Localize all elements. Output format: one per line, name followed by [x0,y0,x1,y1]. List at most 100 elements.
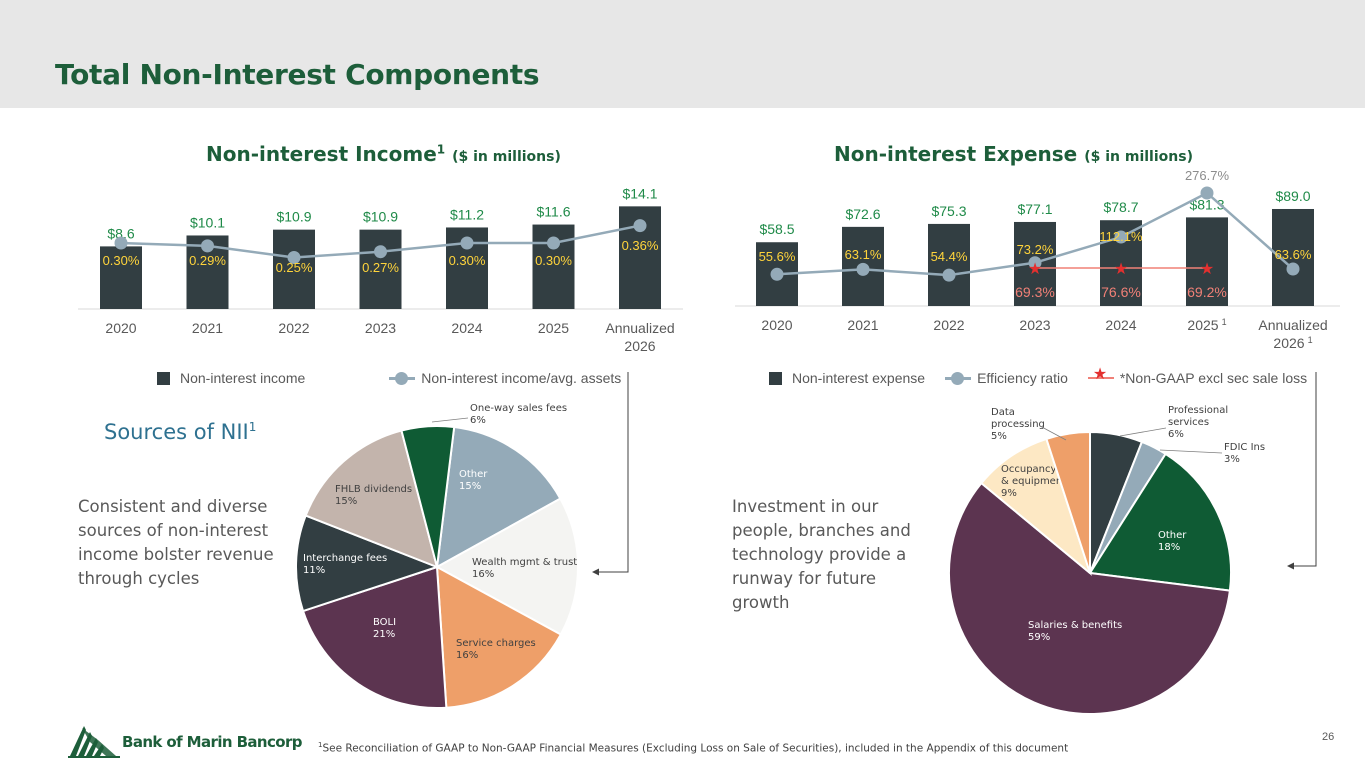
income-blurb-line: Consistent and diverse [78,497,268,516]
x-tick-label: 2022 [933,317,964,333]
bar-value-label: $14.1 [622,185,657,201]
bar-value-label: $58.5 [759,221,794,237]
pie-slice-label: BOLI 21% [373,617,396,640]
pie-label-line: Occupancy [1001,464,1057,475]
pie-slice [295,514,440,613]
x-tick-label-line: 2026 [1273,335,1304,351]
expense-blurb: Investment in our people, branches and t… [732,495,911,615]
bar-value-label: $89.0 [1275,188,1310,204]
x-tick-label: 2023 [1019,317,1050,333]
x-tick-label-line: 2023 [365,320,396,336]
x-tick-label-line: 2020 [105,320,136,336]
legend-income-line-label: Non-interest income/avg. assets [421,370,622,386]
pie-label-pct: 11% [303,565,325,576]
bar-value-label: $10.1 [190,214,225,230]
line-point [287,251,301,264]
bar-value-label: $10.9 [276,209,311,225]
pie-label-pct: 59% [1028,632,1050,643]
pie-slice [304,429,439,569]
pie-label-line: Service charges [456,638,536,649]
pie-slice-label: Wealth mgmt & trust 16% [472,557,577,580]
x-tick-label-line: 2023 [1019,317,1050,333]
line-point [1286,262,1300,276]
pie-label-line: & equipment [1001,476,1066,487]
line-value-label: 54.4% [931,249,968,264]
line-point [633,219,647,233]
pie-label-pct: 21% [373,629,395,640]
legend-star-swatch: ★ [1087,366,1114,385]
expense-chart-title: Non-interest Expense ($ in millions) [834,142,1193,166]
bar-value-label: $8.6 [107,225,134,241]
income-chart-title: Non-interest Income1 ($ in millions) [206,142,561,166]
expense-chart-title-unit: ($ in millions) [1084,149,1193,165]
line-point [547,236,560,250]
bar-value-label: $75.3 [931,203,966,219]
pie-slice-label: Data processing 5% [991,407,1045,442]
pie-slice [435,565,563,709]
bar-value-label: $11.6 [537,204,571,220]
pie-slice [1045,430,1091,574]
pie-slice-label: FDIC Ins 3% [1224,442,1265,465]
income-chart-title-unit: ($ in millions) [452,149,561,165]
x-tick-label: 2021 [192,320,223,336]
nongaap-value-label: 69.2% [1187,284,1227,300]
expense-blurb-line: people, branches and [732,521,911,540]
sources-heading-text: Sources of NII [104,420,249,444]
x-tick-label-line: 2025 [538,320,569,336]
pie-label-pct: 9% [1001,488,1017,499]
line-point [770,267,784,281]
pie-label-pct: 16% [472,569,494,580]
line-point [1114,230,1128,244]
pie-label-line: FHLB dividends [335,484,412,495]
pie-slice [948,481,1232,715]
pie-label-line: Other [1158,530,1187,541]
pie-label-pct: 5% [991,431,1007,442]
legend-expense-line-label: Efficiency ratio [977,370,1068,386]
x-tick-label-line: 2021 [847,317,878,333]
x-tick-label-line: Annualized [605,320,674,336]
expense-pie-chart: Professional services 6%FDIC Ins 3%Other 18%… [948,405,1265,715]
line-value-label: 55.6% [759,249,796,264]
line-value-label: 63.1% [845,247,882,262]
line-point [374,245,387,259]
expense-legend: Non-interest expense Efficiency ratio ★ … [769,366,1307,386]
pie-slice [400,425,456,568]
x-tick-label: Annualized 2026 1 [1258,317,1327,351]
pie-leader-line [1119,427,1167,437]
nongaap-star-marker: ★ [1028,259,1042,278]
line-value-label: 0.29% [189,253,226,268]
pie-slice-label: Salaries & benefits 59% [1028,620,1122,643]
x-tick-label: Annualized 2026 [605,320,674,354]
x-tick-label: 2024 [451,320,482,336]
bar-value-label: $10.9 [363,209,398,225]
line-value-label: 112.1% [1099,229,1143,244]
expense-blurb-line: runway for future [732,569,877,588]
pie-slice-label: Other 18% [1158,530,1187,553]
line-value-label: 0.25% [276,260,313,275]
expense-chart-title-text: Non-interest Expense [834,142,1078,166]
x-tick-label-line: 2026 [624,338,655,354]
income-blurb-line: income bolster revenue [78,545,274,564]
x-tick-label: 2020 [105,320,136,336]
expense-blurb-line: Investment in our [732,497,879,516]
sources-heading: Sources of NII1 [104,420,256,444]
logo-text: Bank of Marin Bancorp [122,733,303,751]
x-tick-label: 2025 [538,320,569,336]
expense-blurb-line: growth [732,593,790,612]
pie-label-line: One-way sales fees [470,403,567,414]
pie-slice [1088,452,1232,592]
line-point [201,239,214,253]
nongaap-value-label: 76.6% [1101,284,1141,300]
legend-bar-swatch [769,371,782,385]
x-tick-label: 2025 1 [1187,317,1226,333]
line-value-label: 0.36% [622,238,659,253]
x-tick-label: 2021 [847,317,878,333]
pie-label-line: Salaries & benefits [1028,620,1122,631]
x-tick-label-line: 2020 [761,317,792,333]
legend-income-bar-label: Non-interest income [180,370,306,386]
pie-leader-line [431,417,469,423]
bar-value-label: $72.6 [845,206,880,222]
pie-label-line: processing [991,419,1045,430]
pie-label-pct: 15% [459,481,481,492]
pie-label-line: services [1168,417,1209,428]
